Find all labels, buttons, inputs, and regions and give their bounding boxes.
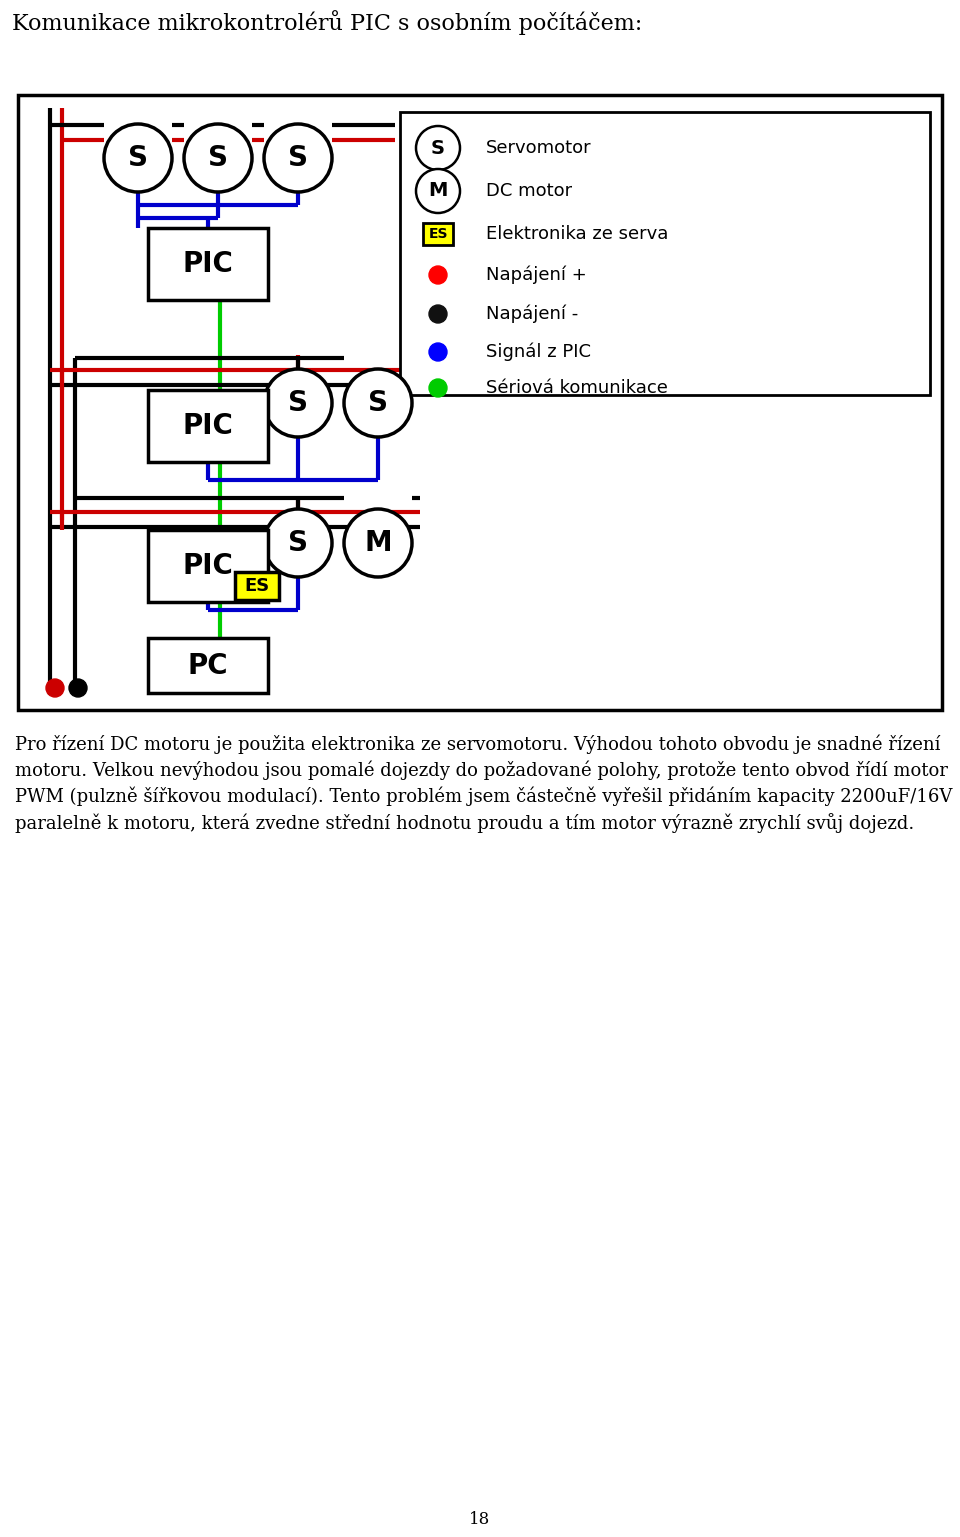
- Circle shape: [416, 169, 460, 214]
- Circle shape: [264, 124, 332, 192]
- Circle shape: [344, 369, 412, 437]
- Bar: [235, 572, 279, 599]
- Circle shape: [184, 124, 252, 192]
- Text: motoru. Velkou nevýhodou jsou pomalé dojezdy do požadované polohy, protože tento: motoru. Velkou nevýhodou jsou pomalé doj…: [15, 761, 948, 781]
- Circle shape: [69, 679, 87, 696]
- Text: Pro řízení DC motoru je použita elektronika ze servomotoru. Výhodou tohoto obvod: Pro řízení DC motoru je použita elektron…: [15, 735, 941, 755]
- Bar: [148, 227, 268, 300]
- Bar: [18, 95, 942, 710]
- Text: Elektronika ze serva: Elektronika ze serva: [486, 224, 668, 243]
- Text: S: S: [288, 529, 308, 556]
- Text: PIC: PIC: [182, 251, 233, 278]
- Circle shape: [104, 124, 172, 192]
- Text: M: M: [364, 529, 392, 556]
- Text: S: S: [208, 144, 228, 172]
- Text: ES: ES: [428, 227, 447, 241]
- Circle shape: [429, 343, 447, 361]
- Text: M: M: [428, 181, 447, 200]
- Text: S: S: [288, 144, 308, 172]
- Text: S: S: [431, 138, 445, 157]
- Text: PIC: PIC: [182, 412, 233, 440]
- Text: Komunikace mikrokontrolérů PIC s osobním počítáčem:: Komunikace mikrokontrolérů PIC s osobním…: [12, 11, 642, 35]
- Text: Napájení +: Napájení +: [486, 266, 587, 284]
- Bar: [148, 530, 268, 603]
- Text: PWM (pulzně šířkovou modulací). Tento problém jsem částečně vyřešil přidáním kap: PWM (pulzně šířkovou modulací). Tento pr…: [15, 787, 952, 807]
- Circle shape: [429, 266, 447, 284]
- Circle shape: [46, 679, 64, 696]
- Text: Servomotor: Servomotor: [486, 138, 591, 157]
- Text: DC motor: DC motor: [486, 181, 572, 200]
- Text: PC: PC: [188, 652, 228, 679]
- Text: ES: ES: [245, 576, 270, 595]
- Text: 18: 18: [469, 1511, 491, 1528]
- Text: paralelně k motoru, která zvedne střední hodnotu proudu a tím motor výrazně zryc: paralelně k motoru, která zvedne střední…: [15, 813, 914, 833]
- Circle shape: [429, 304, 447, 323]
- Text: Sériová komunikace: Sériová komunikace: [486, 380, 668, 397]
- Text: Napájení -: Napájení -: [486, 304, 578, 323]
- Text: S: S: [128, 144, 148, 172]
- Circle shape: [344, 509, 412, 576]
- Bar: [148, 390, 268, 463]
- Circle shape: [429, 380, 447, 397]
- Bar: [400, 112, 930, 395]
- Circle shape: [264, 369, 332, 437]
- Text: S: S: [368, 389, 388, 417]
- Text: S: S: [288, 389, 308, 417]
- Text: Signál z PIC: Signál z PIC: [486, 343, 591, 361]
- Bar: [423, 223, 453, 244]
- Circle shape: [416, 126, 460, 171]
- Circle shape: [264, 509, 332, 576]
- Text: PIC: PIC: [182, 552, 233, 579]
- Bar: [148, 638, 268, 693]
